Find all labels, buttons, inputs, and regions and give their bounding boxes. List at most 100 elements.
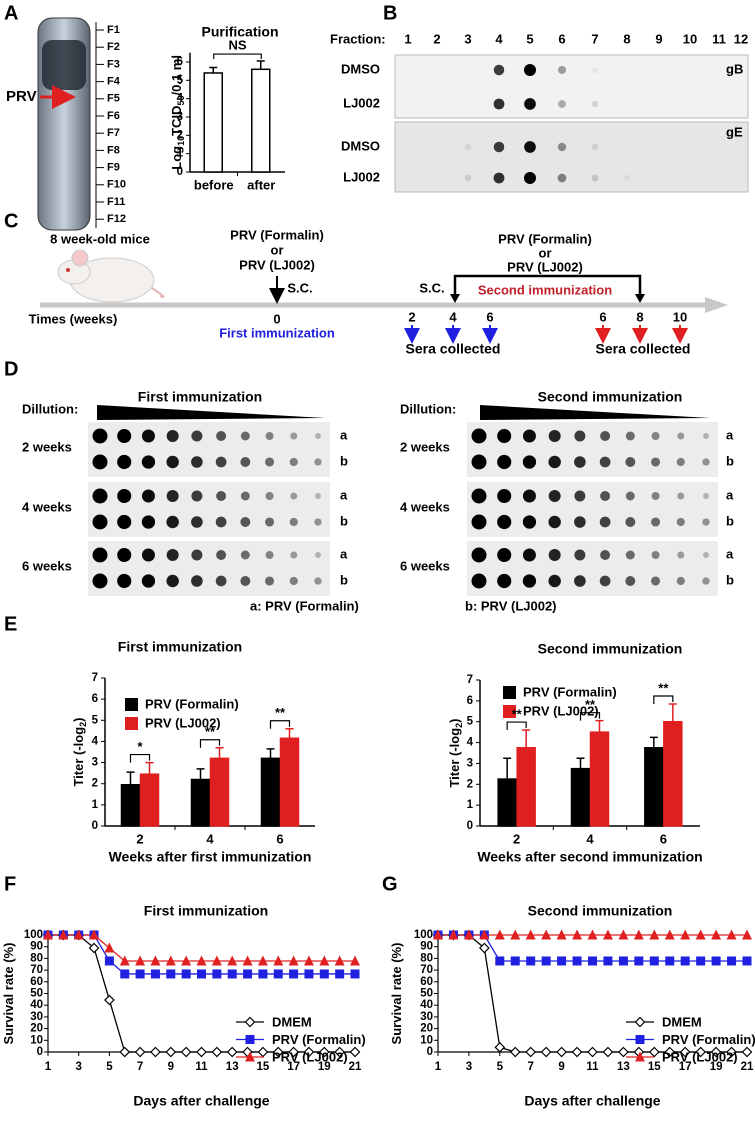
y-tick-label: 6	[92, 693, 98, 705]
marker	[104, 994, 115, 1006]
chart-title: First immunization	[144, 903, 268, 919]
marker	[257, 1046, 269, 1058]
blot-dot	[591, 143, 599, 151]
blot-dot	[117, 489, 132, 503]
blot-dot	[702, 458, 710, 466]
route-label: S.C.	[287, 280, 312, 295]
legend-label: PRV (LJ002)	[662, 1049, 738, 1064]
blot-dot	[117, 573, 132, 589]
lane-label: b	[726, 453, 734, 468]
blot-dot	[497, 489, 512, 503]
y-tick-label: 2	[177, 129, 183, 141]
marker	[196, 1046, 207, 1058]
blot-dot	[599, 516, 611, 528]
fraction-number: 3	[464, 31, 471, 46]
blot-dot	[574, 490, 586, 502]
legend-swatch	[125, 717, 138, 730]
blot-title: Second immunization	[538, 389, 683, 405]
blot-dot	[314, 518, 322, 526]
error-bar	[576, 757, 585, 769]
blot-dot	[141, 548, 155, 562]
marker	[649, 929, 660, 940]
marker	[710, 1046, 722, 1058]
marker	[602, 929, 613, 940]
fraction-number: 6	[558, 31, 565, 46]
blot-dot	[522, 574, 537, 588]
marker	[227, 955, 238, 966]
marker	[350, 955, 360, 966]
marker	[494, 1041, 506, 1053]
blot-dot	[676, 457, 685, 467]
y-axis-label: Titer (-log2)	[71, 717, 88, 786]
marker	[664, 1046, 676, 1058]
x-tick-label: 21	[741, 1061, 754, 1073]
blot-dot	[290, 432, 298, 440]
marker	[303, 1046, 315, 1058]
fraction-number: 8	[623, 31, 630, 46]
week-label: 2	[408, 309, 415, 324]
marker	[334, 1046, 345, 1058]
y-axis-label-part: 2	[454, 723, 464, 728]
bracket	[453, 274, 642, 296]
blot-dot	[625, 431, 635, 441]
chart-title: Purification	[201, 24, 278, 40]
x-tick-label: 11	[586, 1061, 599, 1073]
x-tick-label: 19	[318, 1061, 331, 1073]
blot-dot	[265, 492, 274, 500]
y-tick-label: 80	[420, 952, 433, 964]
marker	[318, 1046, 330, 1058]
row-label: 6 weeks	[22, 558, 72, 573]
fraction-number: 11	[712, 31, 726, 46]
marker	[479, 929, 490, 940]
blot-dot	[464, 174, 472, 182]
marker	[695, 1046, 706, 1058]
marker	[556, 1046, 567, 1058]
blot-dot	[493, 64, 505, 76]
marker	[603, 956, 613, 966]
y-tick-label: 7	[467, 674, 473, 686]
subject-label: 8 week-old mice	[50, 231, 150, 246]
error-bar	[668, 703, 677, 722]
x-tick-label: 13	[617, 1061, 630, 1073]
fraction-number: 4	[495, 31, 503, 46]
significance-bracket	[579, 712, 601, 721]
blot-dot	[574, 430, 586, 442]
fraction-label: F10	[107, 179, 126, 191]
error-bar	[266, 748, 275, 759]
blot-dot	[574, 456, 586, 468]
blot-dot	[651, 576, 661, 586]
marker	[244, 1016, 256, 1028]
blot-dot	[557, 142, 567, 152]
marker	[150, 969, 160, 979]
y-tick-label: 6	[177, 56, 183, 68]
blot-dot	[92, 514, 108, 530]
y-tick-label: 50	[30, 988, 43, 1000]
significance-label: **	[585, 697, 596, 712]
y-tick-label: 0	[177, 166, 183, 178]
error-bar	[145, 761, 154, 775]
lane-label: b	[340, 453, 348, 468]
bar	[190, 778, 211, 827]
marker	[635, 1051, 645, 1062]
blot-dot	[557, 173, 567, 183]
blot-dot	[92, 573, 108, 589]
blot-dot	[191, 575, 203, 587]
error-bar	[285, 727, 294, 739]
marker	[166, 969, 176, 979]
blot-dot	[599, 575, 611, 587]
blot-dot	[497, 429, 512, 443]
blot-dot	[591, 174, 599, 182]
blot-dot	[493, 172, 505, 184]
fraction-label: F12	[107, 213, 126, 225]
marker	[288, 1046, 299, 1058]
y-axis-label-part: )	[447, 718, 462, 722]
marker	[245, 1051, 255, 1062]
marker	[119, 955, 130, 966]
blot-dot	[625, 457, 636, 467]
blot-dot	[623, 174, 631, 182]
marker	[541, 929, 552, 940]
tube-band	[42, 40, 86, 90]
week-label: 0	[273, 311, 280, 326]
y-tick-label: 7	[92, 672, 98, 684]
